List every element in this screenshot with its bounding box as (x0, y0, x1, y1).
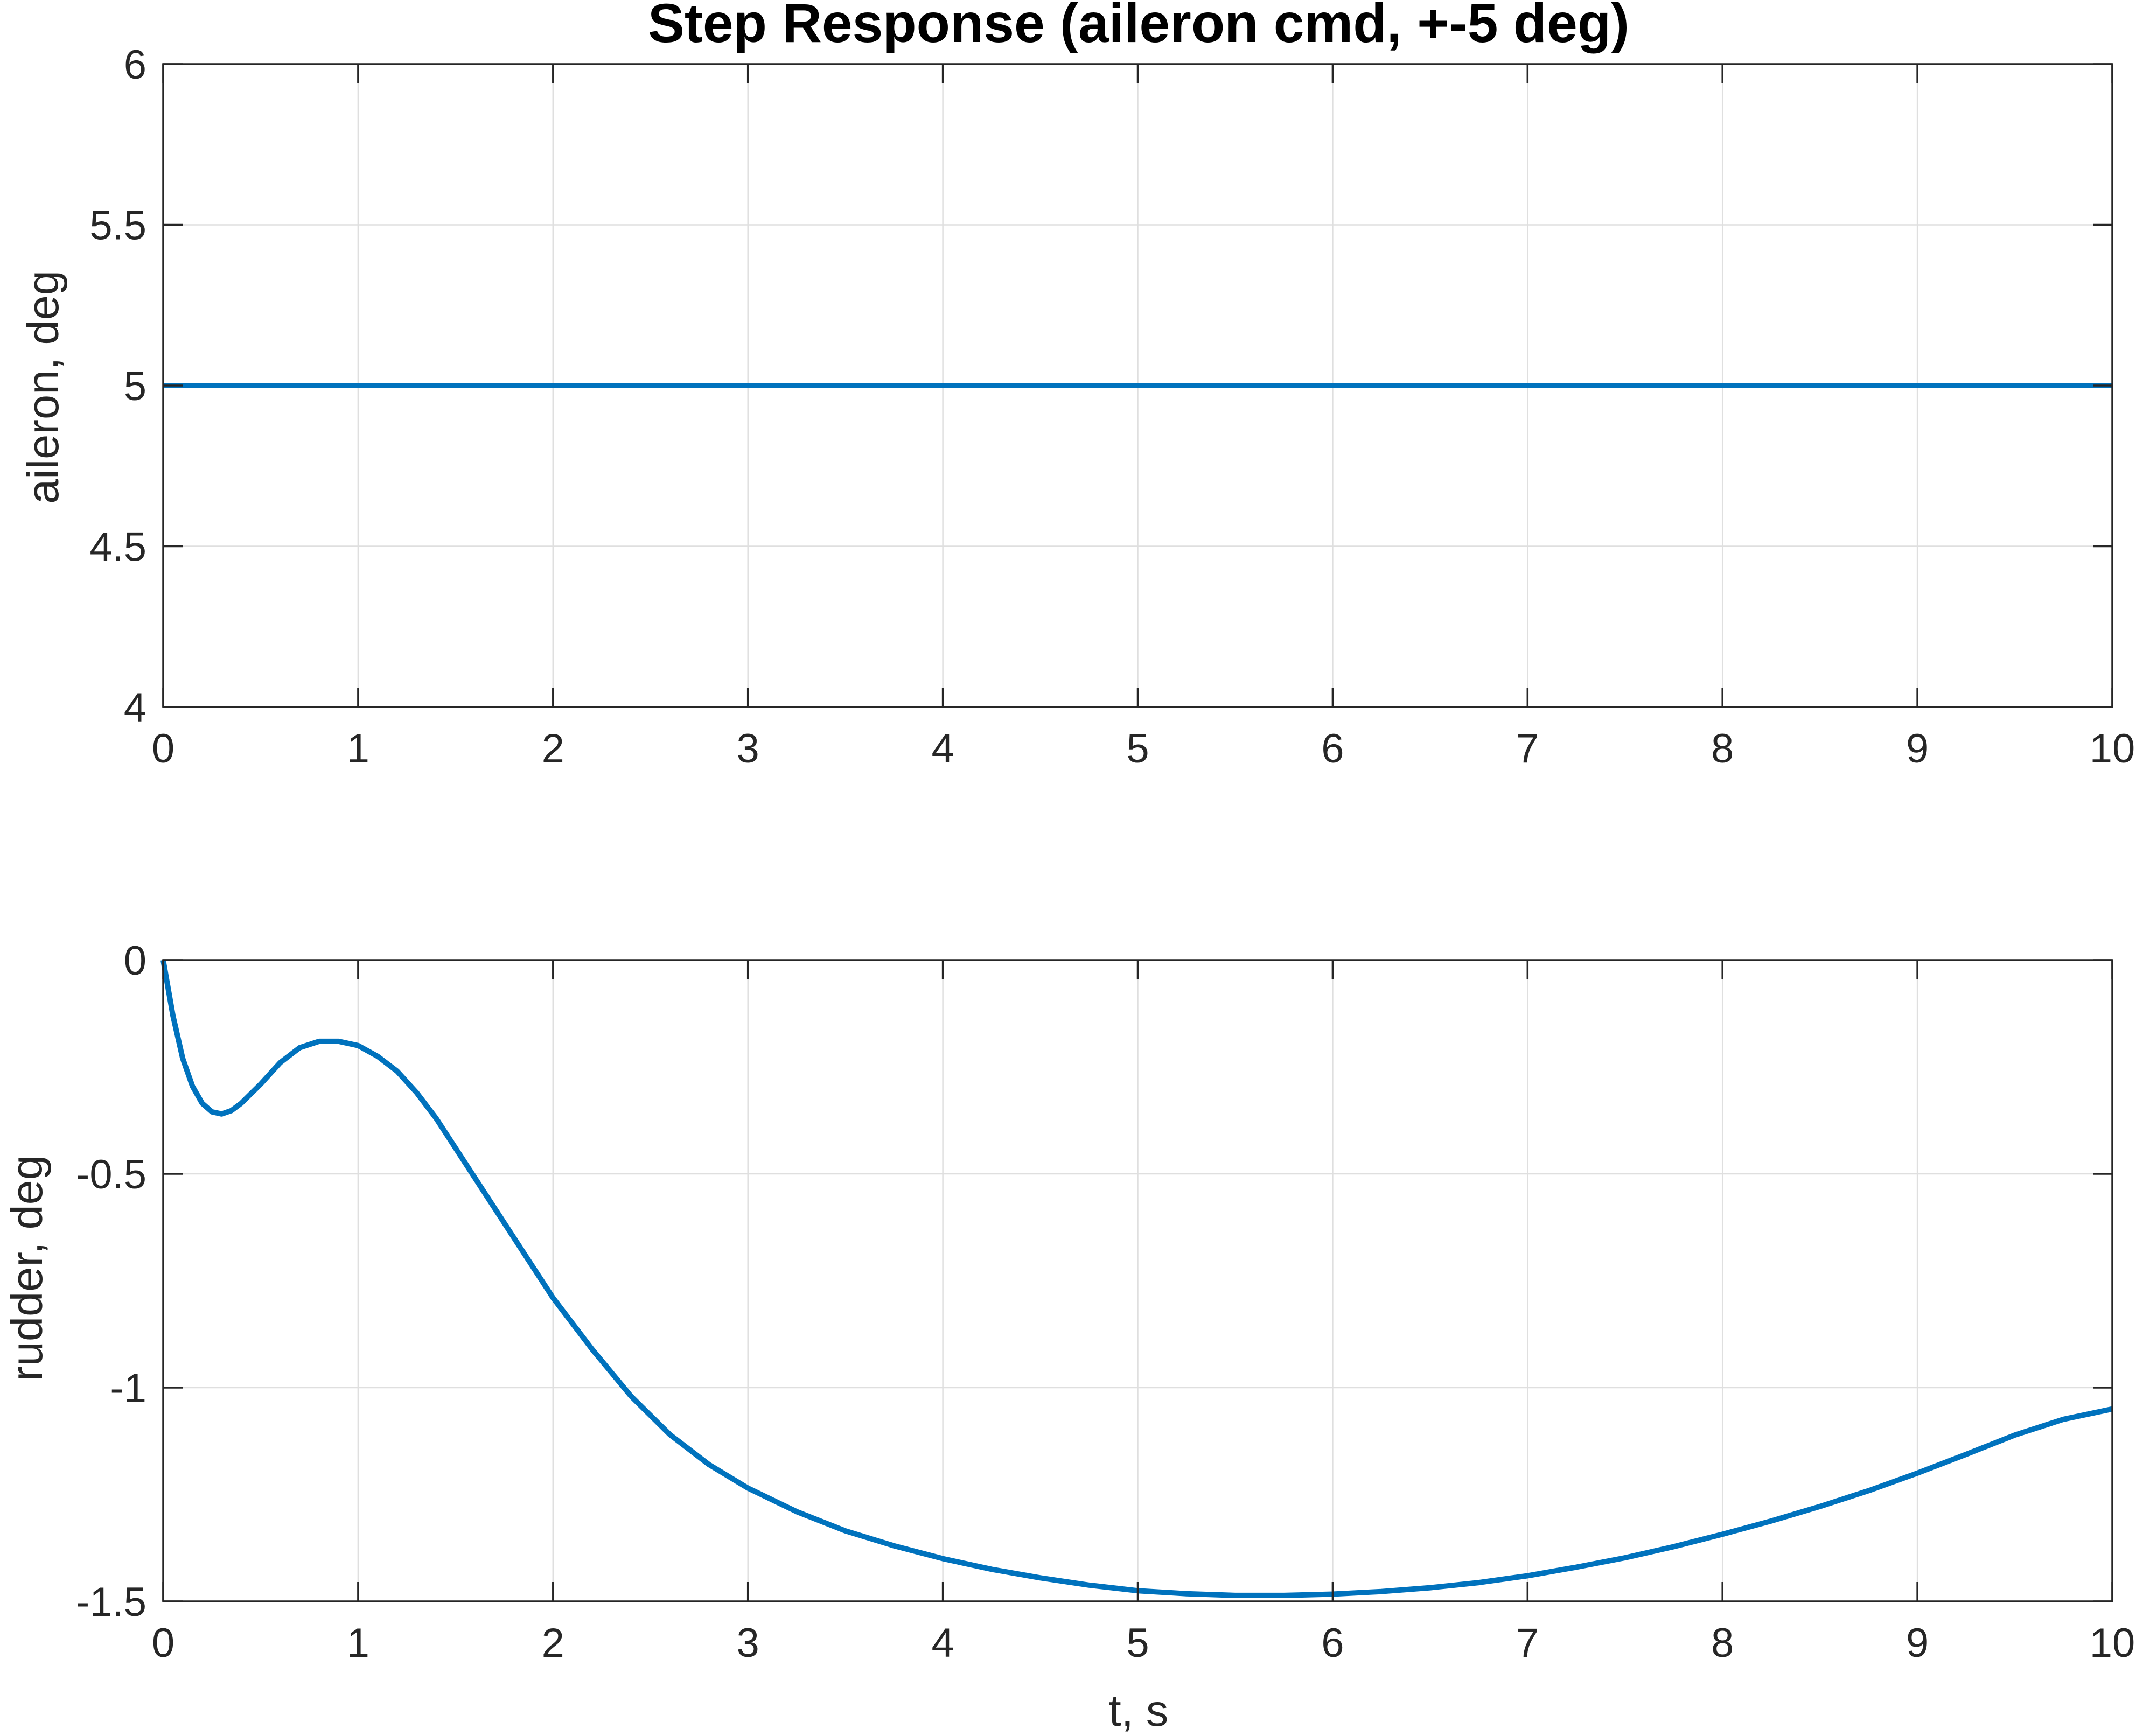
y-tick-label: 6 (124, 42, 146, 88)
y-tick-label: 4 (124, 685, 146, 731)
x-tick-label: 10 (2090, 1620, 2135, 1666)
series-line (160, 960, 2113, 1598)
x-tick-label: 7 (1516, 726, 1539, 772)
y-tick-label: -1 (110, 1366, 146, 1411)
x-tick-label: 9 (1906, 1620, 1929, 1666)
x-tick-label: 4 (931, 726, 954, 772)
x-tick-label: 0 (152, 1620, 174, 1666)
x-tick-label: 8 (1711, 726, 1734, 772)
x-tick-label: 5 (1126, 726, 1149, 772)
aileron-axes: aileron, deg 0 1 2 3 4 5 6 7 8 9 10 4 4.5 5 5.5 6 (18, 42, 2135, 772)
rudder-axes: rudder, deg t, s 0 1 2 3 4 5 6 7 8 9 10 -1.5 -1 -0.5 0 (2, 938, 2135, 1735)
x-tick-label: 1 (347, 726, 369, 772)
x-tick-label: 10 (2090, 726, 2135, 772)
x-tick-label: 5 (1126, 1620, 1149, 1666)
y-tick-label: 5 (124, 363, 146, 409)
x-axis-label: t, s (1109, 1685, 1169, 1735)
x-tick-label: 3 (737, 726, 759, 772)
x-tick-label: 6 (1321, 1620, 1344, 1666)
x-tick-label: 7 (1516, 1620, 1539, 1666)
x-tick-label: 6 (1321, 726, 1344, 772)
x-tick-label: 0 (152, 726, 174, 772)
x-tick-label: 9 (1906, 726, 1929, 772)
rudder-y-axis-label: rudder, deg (2, 1155, 52, 1381)
y-tick-label: 0 (124, 938, 146, 984)
x-tick-label: 2 (542, 1620, 564, 1666)
x-tick-label: 1 (347, 1620, 369, 1666)
x-tick-label: 2 (542, 726, 564, 772)
x-tick-label: 8 (1711, 1620, 1734, 1666)
chart-title: Step Response (aileron cmd, +-5 deg) (648, 0, 1629, 54)
x-tick-label: 3 (737, 1620, 759, 1666)
y-tick-label: -0.5 (76, 1152, 146, 1198)
y-tick-label: 5.5 (89, 203, 146, 249)
y-tick-label: 4.5 (89, 524, 146, 570)
x-tick-label: 4 (931, 1620, 954, 1666)
aileron-y-axis-label: aileron, deg (18, 270, 68, 504)
y-tick-label: -1.5 (76, 1579, 146, 1625)
